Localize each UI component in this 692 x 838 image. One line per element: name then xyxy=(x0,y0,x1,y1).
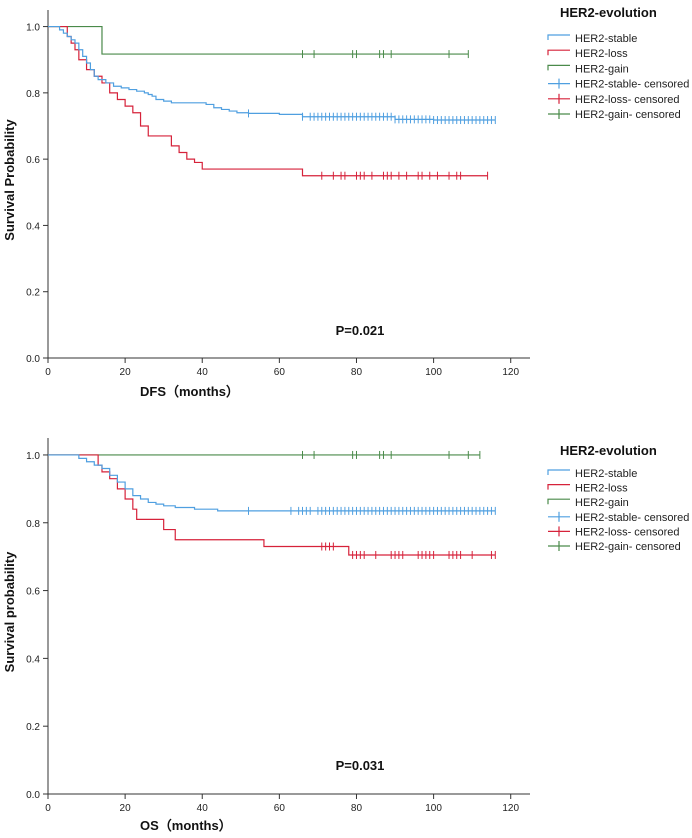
legend-entry: HER2-stable xyxy=(547,33,637,45)
x-tick-label: 80 xyxy=(351,367,363,378)
series-her2-loss xyxy=(48,454,496,559)
legend-entry-label: HER2-gain- censored xyxy=(575,541,681,553)
axes: 0.0 0.2 0.4 0.6 0.8 1.0 0 20 40 60 80 100 120 xyxy=(26,10,530,378)
x-tick-label: 120 xyxy=(502,367,519,378)
series-her2-gain xyxy=(48,25,469,59)
y-tick-label: 1.0 xyxy=(26,23,40,34)
legend-entry: HER2-stable- censored xyxy=(548,511,689,524)
y-tick-label: 0.0 xyxy=(26,354,40,365)
survival-curve xyxy=(48,25,496,121)
series-her2-stable xyxy=(48,454,496,515)
legend-step-swatch xyxy=(547,34,570,40)
survival-curve xyxy=(48,25,488,177)
legend-entry: HER2-gain- censored xyxy=(548,541,681,553)
x-tick-label: 100 xyxy=(425,367,442,378)
legend-step-swatch xyxy=(547,498,570,505)
y-tick-label: 0.6 xyxy=(26,587,40,598)
legend-entry: HER2-loss- censored xyxy=(548,93,680,106)
legend-step-swatch xyxy=(547,484,570,490)
x-tick-label: 0 xyxy=(45,367,51,378)
series-her2-gain xyxy=(48,450,481,459)
legend-entry-label: HER2-loss- censored xyxy=(575,94,680,106)
y-tick-label: 0.8 xyxy=(26,519,40,530)
legend-entry: HER2-loss xyxy=(547,483,628,495)
y-tick-label: 0.4 xyxy=(26,654,40,665)
legend-step-swatch xyxy=(547,49,570,56)
series-her2-stable xyxy=(48,25,496,125)
series-her2-loss xyxy=(48,25,489,180)
survival-curve xyxy=(48,25,469,55)
survival-curve xyxy=(48,454,496,512)
legend-entry: HER2-loss- censored xyxy=(548,526,680,538)
legend-entry-label: HER2-stable xyxy=(575,33,637,45)
x-tick-label: 60 xyxy=(274,803,286,814)
x-tick-label: 60 xyxy=(274,367,286,378)
legend-title: HER2-evolution xyxy=(560,443,657,458)
p-value-annotation: P=0.031 xyxy=(336,758,385,773)
x-tick-label: 120 xyxy=(502,803,519,814)
y-axis-label: Survival probability xyxy=(2,551,17,672)
x-tick-label: 40 xyxy=(197,367,209,378)
legend-entry: HER2-gain- censored xyxy=(548,109,681,121)
legend-entry-label: HER2-loss xyxy=(575,483,628,495)
y-tick-label: 0.0 xyxy=(26,790,40,801)
x-axis-label: OS（months） xyxy=(140,818,232,833)
legend-entry-label: HER2-gain xyxy=(575,497,629,509)
y-tick-label: 0.2 xyxy=(26,722,40,733)
x-axis-label: DFS（months） xyxy=(140,384,239,399)
x-tick-label: 80 xyxy=(351,803,363,814)
y-tick-label: 0.4 xyxy=(26,221,40,232)
legend-entry: HER2-gain xyxy=(547,63,629,75)
x-tick-label: 20 xyxy=(120,803,132,814)
legend-entry: HER2-stable- censored xyxy=(548,78,689,91)
legend-entry-label: HER2-stable- censored xyxy=(575,512,689,524)
y-tick-label: 0.8 xyxy=(26,89,40,100)
legend-entry-label: HER2-stable xyxy=(575,468,637,480)
y-tick-label: 1.0 xyxy=(26,451,40,462)
legend-entry: HER2-loss xyxy=(547,48,628,60)
axes: 0.0 0.2 0.4 0.6 0.8 1.0 0 20 40 60 80 100 120 xyxy=(26,438,530,814)
x-tick-label: 100 xyxy=(425,803,442,814)
x-tick-label: 40 xyxy=(197,803,209,814)
legend-step-swatch xyxy=(547,469,570,475)
legend-entry: HER2-gain xyxy=(547,497,629,509)
legend-title: HER2-evolution xyxy=(560,5,657,20)
legend-entry: HER2-stable xyxy=(547,468,637,480)
os-panel: 0.0 0.2 0.4 0.6 0.8 1.0 0 20 40 60 80 100 120 OS（mont… xyxy=(2,438,689,833)
legend-entry-label: HER2-loss- censored xyxy=(575,526,680,538)
legend-entry-label: HER2-gain- censored xyxy=(575,109,681,121)
x-tick-label: 20 xyxy=(120,367,132,378)
p-value-annotation: P=0.021 xyxy=(336,323,385,338)
dfs-panel: 0.0 0.2 0.4 0.6 0.8 1.0 0 20 40 60 80 100 120 DFS（mon… xyxy=(2,5,689,399)
y-axis-label: Survival Probability xyxy=(2,119,17,241)
legend-entry-label: HER2-loss xyxy=(575,48,628,60)
y-tick-label: 0.2 xyxy=(26,288,40,299)
y-tick-label: 0.6 xyxy=(26,155,40,166)
legend-entry-label: HER2-stable- censored xyxy=(575,79,689,91)
x-tick-label: 0 xyxy=(45,803,51,814)
legend: HER2-evolution HER2-stable HER2-loss HER2-g… xyxy=(547,443,689,553)
survival-curve xyxy=(48,454,496,556)
legend-entry-label: HER2-gain xyxy=(575,63,629,75)
legend-step-swatch xyxy=(547,64,570,71)
legend: HER2-evolution HER2-stable HER2-loss HER2-g… xyxy=(547,5,689,121)
